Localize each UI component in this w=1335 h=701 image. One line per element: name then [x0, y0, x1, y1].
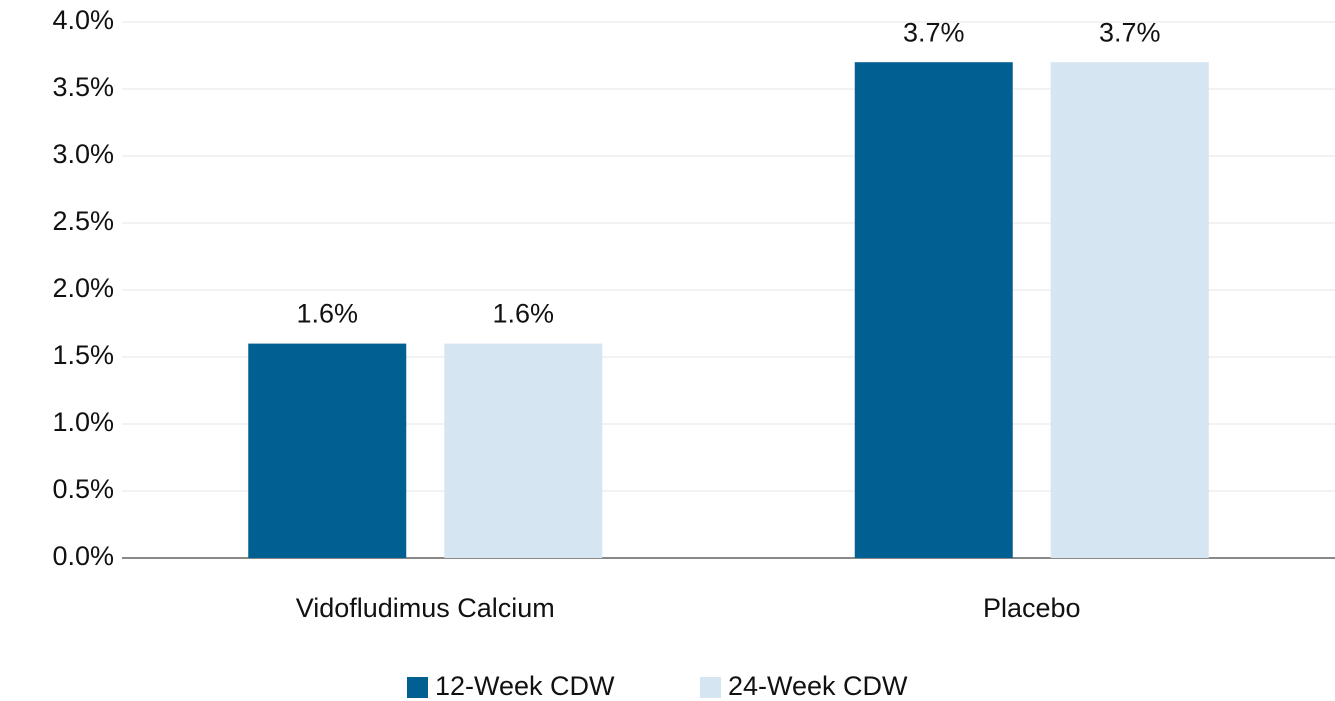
- legend-swatch: [700, 677, 721, 698]
- value-label: 3.7%: [903, 17, 965, 47]
- value-label: 3.7%: [1099, 17, 1161, 47]
- bar: [1050, 62, 1209, 558]
- y-tick-label: 4.0%: [52, 5, 114, 35]
- legend-label: 24-Week CDW: [728, 671, 908, 701]
- y-tick-label: 1.0%: [52, 407, 114, 437]
- y-tick-label: 2.5%: [52, 206, 114, 236]
- y-tick-label: 0.0%: [52, 541, 114, 571]
- bar: [444, 343, 603, 558]
- y-tick-label: 1.5%: [52, 340, 114, 370]
- x-tick-label: Placebo: [983, 593, 1081, 623]
- y-tick-label: 2.0%: [52, 273, 114, 303]
- bar: [854, 62, 1013, 558]
- bar: [248, 343, 407, 558]
- value-label: 1.6%: [492, 299, 554, 329]
- value-label: 1.6%: [296, 299, 358, 329]
- legend-swatch: [407, 677, 428, 698]
- y-tick-label: 3.5%: [52, 72, 114, 102]
- y-tick-label: 3.0%: [52, 139, 114, 169]
- y-tick-label: 0.5%: [52, 474, 114, 504]
- legend-label: 12-Week CDW: [435, 671, 615, 701]
- x-tick-label: Vidofludimus Calcium: [296, 593, 555, 623]
